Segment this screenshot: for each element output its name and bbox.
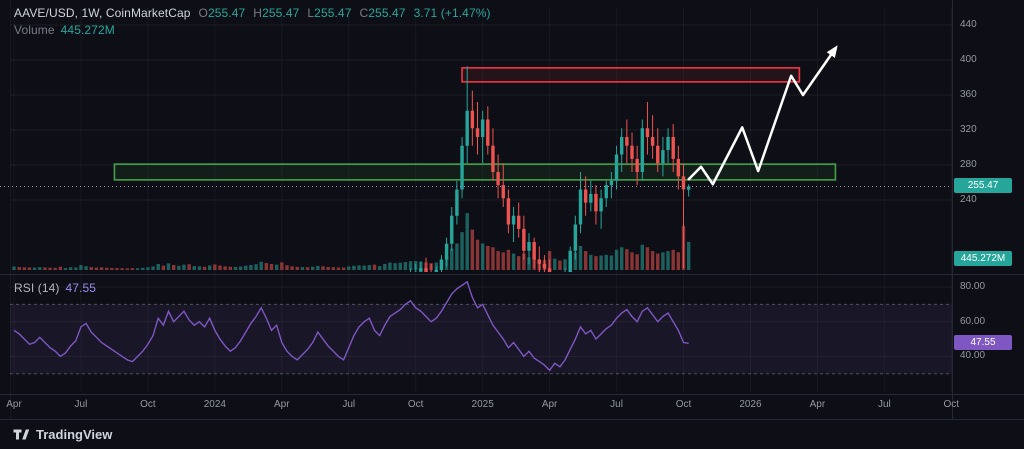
open-label: O	[198, 6, 208, 20]
time-axis-label: Jul	[610, 399, 623, 410]
time-axis-label: Oct	[140, 399, 156, 410]
price-axis-label: 240	[960, 194, 977, 205]
rsi-axis-label: 80.00	[960, 281, 986, 292]
price-axis-label: 440	[960, 19, 977, 30]
time-axis[interactable]: Apr Jul Oct 2024 Apr Jul Oct 2025 Apr Jul Oct 2026 A…	[0, 399, 1024, 417]
close-value: 255.47	[368, 6, 406, 20]
open-value: 255.47	[207, 6, 246, 20]
volume-value: 445.272M	[60, 23, 115, 37]
time-axis-label: Oct	[943, 399, 960, 410]
price-axis-label: 400	[960, 54, 977, 65]
price-axis-label: 360	[960, 89, 977, 100]
high-label: H	[253, 6, 263, 20]
time-axis-label: 2025	[471, 399, 494, 410]
time-axis-label: Apr	[541, 399, 558, 410]
volume-badge: 445.272M	[954, 251, 1012, 266]
tradingview-logo-icon	[13, 429, 30, 440]
volume-bars	[12, 213, 691, 270]
low-label: L	[307, 6, 315, 20]
high-value: 255.47	[262, 6, 300, 20]
current-price-badge: 255.47	[954, 178, 1012, 194]
time-axis-label: 2024	[203, 399, 226, 410]
time-axis-label: Jul	[877, 399, 891, 410]
time-axis-label: Oct	[407, 399, 424, 410]
time-axis-label: Apr	[274, 399, 290, 410]
time-axis-label: Jul	[342, 399, 356, 410]
volume-label: Volume	[14, 23, 55, 37]
support-zone[interactable]	[113, 163, 837, 181]
close-label: C	[359, 6, 369, 20]
symbol-legend: AAVE/USD, 1W, CoinMarketCap O255.47 H255.4…	[14, 6, 491, 20]
resistance-zone[interactable]	[461, 67, 801, 83]
rsi-axis-label: 60.00	[960, 315, 986, 327]
volume-legend[interactable]: Volume 445.272M	[14, 23, 115, 37]
rsi-legend[interactable]: RSI (14) 47.55	[14, 281, 96, 295]
change-value: 3.71 (+1.47%)	[413, 6, 491, 20]
price-axis-label: 280	[960, 159, 977, 170]
rsi-value: 47.55	[65, 281, 97, 295]
time-axis-label: Apr	[809, 399, 826, 410]
time-axis-label: Oct	[675, 399, 692, 410]
rsi-label: RSI (14)	[14, 281, 60, 295]
low-value: 255.47	[314, 6, 352, 20]
time-axis-label: Jul	[74, 399, 88, 410]
time-axis-label: Apr	[6, 399, 22, 410]
tradingview-logo-text: TradingView	[36, 426, 113, 442]
time-axis-label: 2026	[739, 399, 762, 410]
rsi-badge: 47.55	[954, 335, 1012, 351]
price-axis[interactable]: 440 400 360 320 280 240 80.00 60.00 40.00	[952, 0, 1024, 420]
symbol-title[interactable]: AAVE/USD, 1W, CoinMarketCap	[14, 6, 191, 20]
candles	[410, 66, 691, 272]
rsi-axis-label: 40.00	[960, 350, 986, 362]
rsi-line	[13, 280, 689, 372]
projection-arrow[interactable]	[687, 45, 838, 186]
tradingview-attribution[interactable]: TradingView	[12, 425, 112, 443]
price-axis-label: 320	[960, 124, 977, 135]
